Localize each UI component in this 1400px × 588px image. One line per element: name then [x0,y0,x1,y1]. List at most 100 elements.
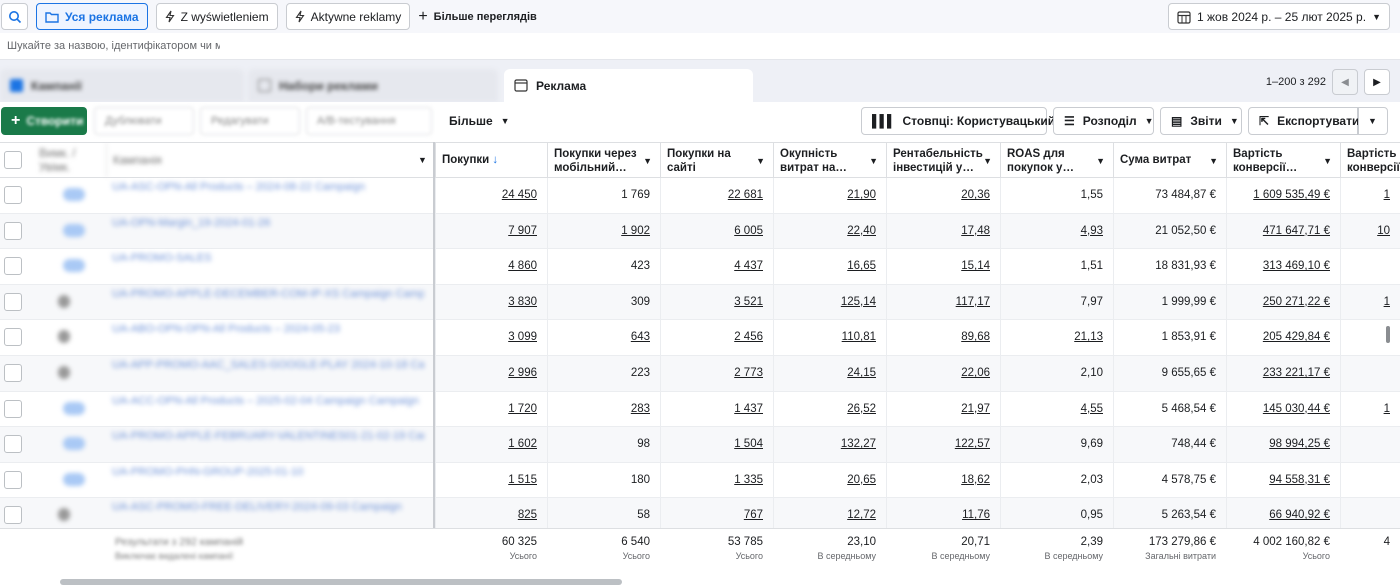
cell-value2[interactable] [1340,356,1400,392]
row-checkbox[interactable] [4,328,22,347]
header-campaign[interactable]: Кампанія [106,143,433,177]
cell-roas-p[interactable]: 21,13 [1000,320,1113,356]
export-button[interactable]: ⇱ Експортувати [1248,107,1359,135]
cell-value[interactable]: 94 558,31 € [1226,462,1340,499]
date-range-picker[interactable]: 1 жов 2024 р. – 25 лют 2025 р. ▼ [1167,3,1390,30]
cell-roas[interactable]: 22,40 [773,213,886,250]
cell-site[interactable]: 4 437 [660,249,773,285]
campaign-name-link[interactable]: UA-ACC-OPN-All Products – 2025-02-04 Cam… [112,394,419,407]
tab-campaigns[interactable]: Кампанії [0,69,244,102]
cell-roi[interactable]: 20,36 [886,178,1000,214]
row-checkbox[interactable] [4,435,22,454]
cell-roas[interactable]: 21,90 [773,178,886,214]
table-row[interactable]: UA-APP-PROMO-AAC_SALES-GOOGLE-PLAY 2024-… [0,356,1400,392]
cell-value[interactable]: 233 221,17 € [1226,356,1340,392]
cell-purchases[interactable]: 1 515 [435,462,547,499]
cell-value2[interactable] [1340,498,1400,534]
campaign-name-link[interactable]: UA-PROMO-APPLE-FEBRUARY-VALENTINES01-21-… [112,430,424,443]
status-toggle[interactable] [63,223,85,237]
create-button[interactable]: + Створити [1,107,87,135]
cell-roi[interactable]: 11,76 [886,498,1000,534]
cell-site[interactable]: 1 437 [660,391,773,428]
cell-roi[interactable]: 18,62 [886,462,1000,499]
header-spend[interactable]: Сума витрат ▼ [1113,143,1226,177]
cell-roi[interactable]: 22,06 [886,356,1000,392]
cell-value2[interactable] [1340,462,1400,499]
campaign-name-link[interactable]: UA-ABO-OPN-OPN-All Products – 2024-05-23 [112,323,341,336]
cell-roi[interactable]: 122,57 [886,427,1000,463]
view-active-ads-button[interactable]: Aktywne reklamy [285,3,411,30]
vertical-scrollbar[interactable] [1386,326,1390,343]
columns-button[interactable]: ▌▌▌ Стовпці: Користувацький ▼ [861,107,1072,135]
cell-value[interactable]: 66 940,92 € [1226,498,1340,534]
status-toggle[interactable] [63,437,85,451]
more-actions-button[interactable]: Більше ▼ [449,107,510,135]
cell-mobile[interactable]: 283 [547,391,660,428]
cell-value[interactable]: 471 647,71 € [1226,213,1340,250]
cell-roas-p[interactable]: 4,55 [1000,391,1113,428]
header-mobile-purchases[interactable]: Покупки через мобільний… ▼ [547,143,660,177]
table-row[interactable]: UA-ASC-PROMO-FREE-DELIVERY-2024-09-03 Ca… [0,498,1400,534]
table-row[interactable]: UA-OPN-Margin_19-2024-01-26 7 907 1 902 6 0… [0,213,1400,250]
row-checkbox[interactable] [4,257,22,276]
row-checkbox[interactable] [4,186,22,204]
cell-roas[interactable]: 26,52 [773,391,886,428]
cell-value2[interactable]: 1 [1340,391,1400,428]
cell-roas[interactable]: 132,27 [773,427,886,463]
status-toggle[interactable] [58,294,70,308]
header-status[interactable]: Вимк. / Увімк. [33,143,105,177]
cell-value[interactable]: 250 271,22 € [1226,284,1340,321]
cell-value2[interactable]: 10 [1340,213,1400,250]
cell-value2[interactable] [1340,427,1400,463]
cell-site[interactable]: 2 773 [660,356,773,392]
cell-site[interactable]: 6 005 [660,213,773,250]
row-checkbox[interactable] [4,221,22,240]
status-toggle[interactable] [63,472,85,486]
cell-purchases[interactable]: 1 720 [435,391,547,428]
cell-roas[interactable]: 110,81 [773,320,886,356]
table-row[interactable]: UA-ACC-OPN-All Products – 2025-02-04 Cam… [0,391,1400,428]
campaign-name-link[interactable]: UA-PROMO-PHN-GROUP-2025-01-10 [112,465,304,478]
header-conversion-value[interactable]: Вартість конверсії… ▼ [1226,143,1340,177]
table-row[interactable]: UA-PROMO-PHN-GROUP-2025-01-10 1 515 180 1 3… [0,462,1400,499]
cell-roas[interactable]: 16,65 [773,249,886,285]
cell-roi[interactable]: 89,68 [886,320,1000,356]
cell-value[interactable]: 1 609 535,49 € [1226,178,1340,214]
cell-purchases[interactable]: 4 860 [435,249,547,285]
prev-page-button[interactable]: ◀ [1332,69,1358,95]
table-row[interactable]: UA-PROMO-APPLE-DECEMBER-COM-IP-XS Campai… [0,284,1400,321]
view-with-impressions-button[interactable]: Z wyświetleniem [155,3,278,30]
campaign-name-link[interactable]: UA-ASC-PROMO-FREE-DELIVERY-2024-09-03 Ca… [112,501,402,514]
cell-purchases[interactable]: 7 907 [435,213,547,250]
header-roi[interactable]: Рентабельність інвестицій у… ▼ [886,143,1000,177]
next-page-button[interactable]: ▶ [1364,69,1390,95]
table-row[interactable]: UA-PROMO-APPLE-FEBRUARY-VALENTINES01-21-… [0,427,1400,463]
cell-roi[interactable]: 17,48 [886,213,1000,250]
tab-adsets[interactable]: Набори реклами [248,69,498,102]
edit-button[interactable]: Редагувати [200,107,300,135]
cell-roi[interactable]: 15,14 [886,249,1000,285]
status-toggle[interactable] [58,366,70,379]
cell-value2[interactable] [1340,320,1400,356]
cell-site[interactable]: 2 456 [660,320,773,356]
cell-purchases[interactable]: 3 099 [435,320,547,356]
row-checkbox[interactable] [4,364,22,382]
cell-site[interactable]: 22 681 [660,178,773,214]
cell-roi[interactable]: 117,17 [886,284,1000,321]
view-all-ads-button[interactable]: Уся реклама [36,3,148,30]
cell-site[interactable]: 3 521 [660,284,773,321]
cell-purchases[interactable]: 24 450 [435,178,547,214]
cell-roas[interactable]: 20,65 [773,462,886,499]
cell-roi[interactable]: 21,97 [886,391,1000,428]
cell-purchases[interactable]: 825 [435,498,547,534]
cell-purchases[interactable]: 1 602 [435,427,547,463]
cell-mobile[interactable]: 1 902 [547,213,660,250]
campaign-name-link[interactable]: UA-PROMO-SALES [112,252,212,265]
header-conversion-value-2[interactable]: Вартість конверсії… [1340,143,1400,177]
horizontal-scrollbar[interactable] [60,579,622,585]
status-toggle[interactable] [63,188,85,201]
row-checkbox[interactable] [4,470,22,489]
cell-roas[interactable]: 125,14 [773,284,886,321]
tab-ads[interactable]: Реклама [504,69,753,102]
cell-site[interactable]: 1 504 [660,427,773,463]
